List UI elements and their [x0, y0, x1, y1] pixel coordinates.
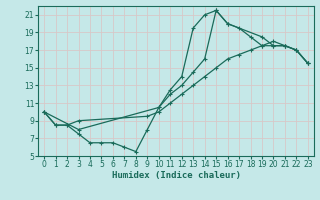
X-axis label: Humidex (Indice chaleur): Humidex (Indice chaleur)	[111, 171, 241, 180]
